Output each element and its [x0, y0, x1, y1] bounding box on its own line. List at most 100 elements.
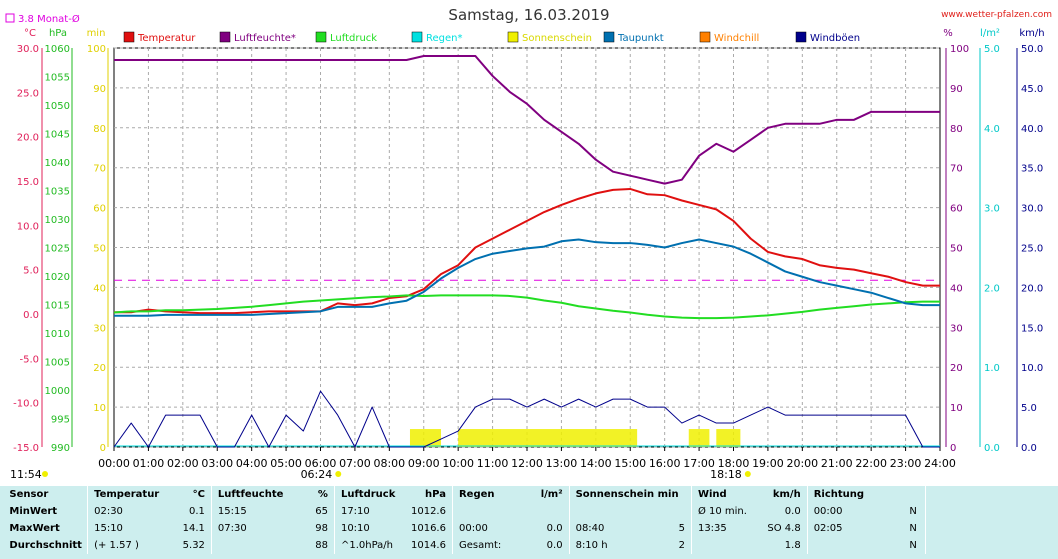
temp-tick-label: 20.0 — [17, 133, 39, 144]
sunshine-block — [409, 429, 441, 447]
x-tick-label: 00:00 — [98, 457, 130, 470]
sunshine-block — [688, 429, 710, 447]
x-tick-label: 20:00 — [786, 457, 818, 470]
sunset-icon — [744, 471, 751, 477]
stats-row-min: MinWert 02:30 0.1 15:15 65 17:10 1012.6 … — [0, 503, 1058, 520]
site-link[interactable]: www.wetter-pfalzen.com — [941, 10, 1052, 20]
stats-header-rain-unit: l/m² — [540, 489, 563, 500]
legend-swatch — [411, 31, 423, 43]
series-line-taupunkt — [114, 238, 940, 317]
wind-tick-label: 5.0 — [1021, 403, 1037, 414]
temp-tick-label: 0.0 — [23, 310, 39, 321]
humidity-tick-label: 0 — [950, 443, 956, 454]
stats-cell: 00:00 — [451, 520, 528, 537]
stats-header-temp: Temperatur — [87, 486, 183, 503]
legend-swatch — [795, 31, 807, 43]
sunset-label: 18:18 — [710, 468, 742, 481]
legend-label: Temperatur — [137, 33, 196, 44]
x-tick-label: 23:00 — [890, 457, 922, 470]
stats-row-label: MinWert — [9, 506, 58, 517]
stats-cell — [568, 503, 679, 520]
x-tick-label: 08:00 — [373, 457, 405, 470]
stats-row-label: MaxWert — [9, 523, 60, 534]
day-length-label: 11:54 — [10, 468, 42, 481]
rain-tick-label: 1.0 — [984, 363, 1000, 374]
rain-tick-label: 2.0 — [984, 283, 1000, 294]
humidity-tick-label: 60 — [950, 204, 963, 215]
wind-tick-label: 25.0 — [1021, 244, 1043, 255]
wind-tick-label: 45.0 — [1021, 84, 1043, 95]
pressure-tick-label: 995 — [51, 415, 70, 426]
sun-tick-label: 70 — [93, 164, 106, 175]
rain-unit-label: l/m² — [980, 28, 1000, 39]
pressure-unit-label: hPa — [49, 28, 67, 39]
pressure-tick-label: 1050 — [45, 101, 70, 112]
stats-cell — [451, 503, 528, 520]
stats-cell: 13:35 — [690, 520, 767, 537]
temp-tick-label: -10.0 — [13, 399, 39, 410]
sun-tick-label: 80 — [93, 124, 106, 135]
temp-tick-label: 5.0 — [23, 266, 39, 277]
sun-tick-label: 100 — [87, 44, 106, 55]
legend-label: Sonnenschein — [522, 33, 592, 44]
stats-header-temp-unit: °C — [192, 489, 205, 500]
stats-cell: 0.1 — [189, 506, 205, 517]
temp-tick-label: 25.0 — [17, 88, 39, 99]
legend-swatch — [699, 31, 711, 43]
series-line-luftfeuchte — [114, 54, 940, 185]
stats-cell: 1.8 — [784, 540, 801, 551]
stats-header-rain: Regen — [451, 486, 528, 503]
wind-tick-label: 40.0 — [1021, 124, 1043, 135]
legend-swatch — [219, 31, 231, 43]
sun-icon — [42, 471, 48, 477]
temp-tick-label: -5.0 — [19, 354, 39, 365]
pressure-tick-label: 1060 — [45, 44, 70, 55]
stats-cell: 2 — [678, 540, 685, 551]
stats-header-wind-unit: km/h — [772, 489, 801, 500]
x-tick-label: 10:00 — [442, 457, 474, 470]
stats-cell: 0.0 — [546, 540, 563, 551]
stats-cell: 65 — [315, 506, 328, 517]
humidity-tick-label: 30 — [950, 323, 963, 334]
stats-header-dir: Richtung — [806, 486, 908, 503]
stats-cell: 07:30 — [210, 520, 307, 537]
x-tick-label: 04:00 — [236, 457, 268, 470]
x-tick-label: 16:00 — [649, 457, 681, 470]
humidity-tick-label: 90 — [950, 84, 963, 95]
stats-cell — [210, 537, 307, 554]
x-tick-label: 03:00 — [201, 457, 233, 470]
x-tick-label: 05:00 — [270, 457, 302, 470]
sunrise-label: 06:24 — [301, 468, 333, 481]
humidity-tick-label: 70 — [950, 164, 963, 175]
rain-tick-label: 5.0 — [984, 44, 1000, 55]
pressure-tick-label: 1010 — [45, 329, 70, 340]
stats-cell: 5 — [678, 523, 685, 534]
stats-cell: 5.32 — [182, 540, 205, 551]
wind-tick-label: 35.0 — [1021, 164, 1043, 175]
x-tick-label: 09:00 — [408, 457, 440, 470]
x-tick-label: 14:00 — [580, 457, 612, 470]
legend-label: Luftfeuchte* — [234, 33, 296, 44]
chart-title: Samstag, 16.03.2019 — [448, 6, 610, 24]
stats-cell: 1014.6 — [410, 540, 446, 551]
stats-cell: 1012.6 — [410, 506, 446, 517]
x-tick-label: 13:00 — [546, 457, 578, 470]
temp-tick-label: 30.0 — [17, 44, 39, 55]
x-tick-label: 11:00 — [477, 457, 509, 470]
stats-header-press: Luftdruck — [333, 486, 411, 503]
humidity-tick-label: 100 — [950, 44, 969, 55]
x-tick-label: 22:00 — [855, 457, 887, 470]
x-tick-label: 15:00 — [614, 457, 646, 470]
rain-tick-label: 4.0 — [984, 124, 1000, 135]
x-tick-label: 07:00 — [339, 457, 371, 470]
stats-cell: 98 — [315, 523, 328, 534]
humidity-tick-label: 40 — [950, 283, 963, 294]
stats-cell: 00:00 — [806, 503, 908, 520]
sun-unit-label: min — [87, 28, 106, 39]
x-tick-label: 12:00 — [511, 457, 543, 470]
stats-cell: N — [909, 540, 917, 551]
sun-tick-label: 50 — [93, 244, 106, 255]
stats-header-wind: Wind — [690, 486, 767, 503]
wind-tick-label: 0.0 — [1021, 443, 1037, 454]
humidity-tick-label: 10 — [950, 403, 963, 414]
